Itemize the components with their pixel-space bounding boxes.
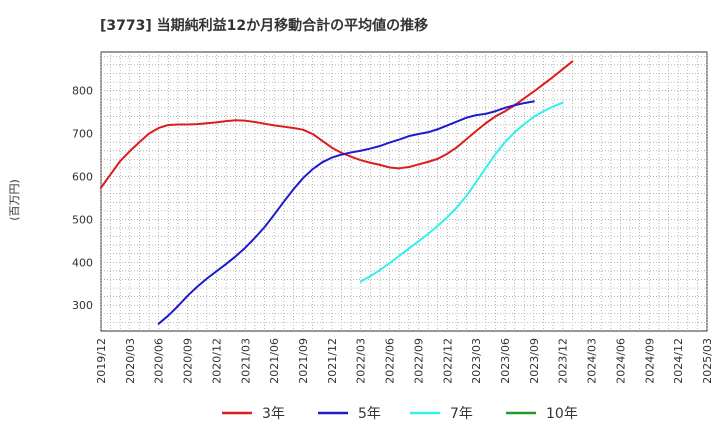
x-tick-label: 2024/09 bbox=[643, 338, 656, 384]
y-tick-label: 300 bbox=[72, 299, 93, 312]
legend: 3年 5年 7年 10年 bbox=[222, 406, 578, 422]
y-axis-ticks: 300 400 500 600 700 800 bbox=[72, 85, 93, 313]
x-tick-label: 2022/12 bbox=[441, 338, 454, 384]
x-axis-ticks: 2019/12 2020/03 2020/06 2020/09 2020/12 2021/… bbox=[95, 338, 714, 384]
x-tick-label: 2021/03 bbox=[239, 338, 252, 384]
y-tick-label: 700 bbox=[72, 128, 93, 141]
y-axis-label: (百万円) bbox=[8, 179, 21, 221]
x-tick-label: 2024/03 bbox=[586, 338, 599, 384]
y-tick-label: 800 bbox=[72, 85, 93, 98]
x-tick-label: 2023/09 bbox=[528, 338, 541, 384]
series-lines bbox=[100, 60, 574, 325]
x-tick-label: 2019/12 bbox=[95, 338, 108, 384]
x-tick-label: 2025/03 bbox=[701, 338, 714, 384]
x-tick-label: 2020/03 bbox=[124, 338, 137, 384]
x-tick-label: 2021/09 bbox=[297, 338, 310, 384]
x-tick-label: 2023/12 bbox=[557, 338, 570, 384]
x-tick-label: 2022/03 bbox=[355, 338, 368, 384]
legend-label: 7年 bbox=[450, 406, 473, 422]
y-tick-label: 600 bbox=[72, 170, 93, 183]
y-tick-label: 500 bbox=[72, 213, 93, 226]
x-tick-label: 2022/09 bbox=[412, 338, 425, 384]
legend-label: 10年 bbox=[546, 406, 578, 422]
plot-frame bbox=[100, 51, 708, 332]
series-line bbox=[157, 100, 535, 325]
x-tick-label: 2021/06 bbox=[268, 338, 281, 384]
x-tick-label: 2020/12 bbox=[210, 338, 223, 384]
x-tick-label: 2023/06 bbox=[499, 338, 512, 384]
x-tick-label: 2020/06 bbox=[153, 338, 166, 384]
legend-label: 5年 bbox=[358, 406, 381, 422]
y-tick-label: 400 bbox=[72, 256, 93, 269]
x-tick-label: 2024/06 bbox=[614, 338, 627, 384]
x-tick-label: 2023/03 bbox=[470, 338, 483, 384]
grid bbox=[100, 52, 708, 331]
x-tick-label: 2022/06 bbox=[384, 338, 397, 384]
x-tick-label: 2021/12 bbox=[326, 338, 339, 384]
series-line bbox=[100, 60, 574, 189]
chart-title: [3773] 当期純利益12か月移動合計の平均値の推移 bbox=[100, 17, 428, 34]
legend-label: 3年 bbox=[262, 406, 285, 422]
x-tick-label: 2024/12 bbox=[672, 338, 685, 384]
series-line bbox=[359, 101, 564, 283]
x-tick-label: 2020/09 bbox=[182, 338, 195, 384]
